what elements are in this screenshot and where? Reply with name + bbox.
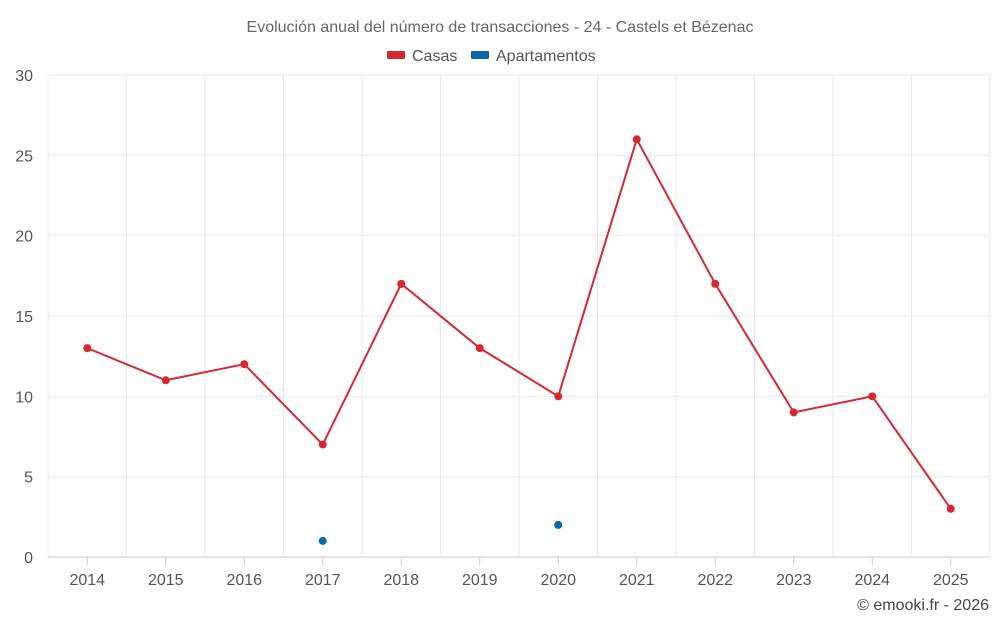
series-layer — [83, 135, 955, 545]
data-point-apartamentos[interactable] — [554, 520, 563, 529]
data-point-casas[interactable] — [83, 344, 92, 353]
y-tick-label: 15 — [15, 309, 33, 326]
data-point-casas[interactable] — [868, 392, 877, 401]
y-tick-label: 20 — [15, 229, 33, 246]
y-axis-ticks: 0 5 10 15 20 25 30 — [15, 68, 33, 567]
x-tick-label: 2017 — [305, 572, 341, 589]
legend-swatch-apartamentos — [471, 51, 489, 59]
legend-item-apartamentos[interactable]: Apartamentos — [471, 48, 596, 65]
x-axis-ticks: 2014 2015 2016 2017 2018 2019 2020 2021 2022 2023… — [69, 557, 969, 589]
data-point-casas[interactable] — [711, 279, 720, 288]
series-casas — [83, 135, 955, 513]
legend-label-apartamentos: Apartamentos — [496, 48, 596, 65]
x-tick-label: 2019 — [462, 572, 498, 589]
data-point-casas[interactable] — [161, 376, 170, 385]
legend-label-casas: Casas — [412, 48, 457, 65]
data-point-casas[interactable] — [318, 440, 327, 449]
legend: Casas Apartamentos — [387, 48, 596, 65]
y-gridlines — [48, 74, 990, 478]
data-point-apartamentos[interactable] — [318, 536, 327, 545]
y-tick-label: 5 — [24, 470, 33, 487]
y-tick-label: 0 — [24, 550, 33, 567]
series-apartamentos — [318, 520, 563, 545]
data-point-casas[interactable] — [475, 344, 484, 353]
credit-text: © emooki.fr - 2026 — [857, 597, 989, 614]
legend-item-casas[interactable]: Casas — [387, 48, 457, 65]
x-tick-label: 2025 — [933, 572, 969, 589]
x-tick-label: 2014 — [69, 572, 105, 589]
data-point-casas[interactable] — [632, 135, 641, 144]
data-point-casas[interactable] — [240, 360, 249, 369]
y-tick-label: 10 — [15, 389, 33, 406]
y-tick-label: 25 — [15, 148, 33, 165]
y-tick-label: 30 — [15, 68, 33, 85]
x-tick-label: 2023 — [776, 572, 812, 589]
series-line-casas — [86, 136, 952, 510]
x-tick-label: 2015 — [148, 572, 184, 589]
x-tick-label: 2018 — [383, 572, 419, 589]
legend-swatch-casas — [387, 51, 405, 59]
data-point-casas[interactable] — [946, 504, 955, 513]
data-point-casas[interactable] — [397, 279, 406, 288]
x-tick-label: 2016 — [226, 572, 262, 589]
chart-title: Evolución anual del número de transaccio… — [247, 19, 754, 36]
x-tick-label: 2020 — [540, 572, 576, 589]
x-tick-label: 2024 — [854, 572, 890, 589]
x-tick-label: 2022 — [697, 572, 733, 589]
data-point-casas[interactable] — [554, 392, 563, 401]
data-point-casas[interactable] — [789, 408, 798, 417]
x-tick-label: 2021 — [619, 572, 655, 589]
